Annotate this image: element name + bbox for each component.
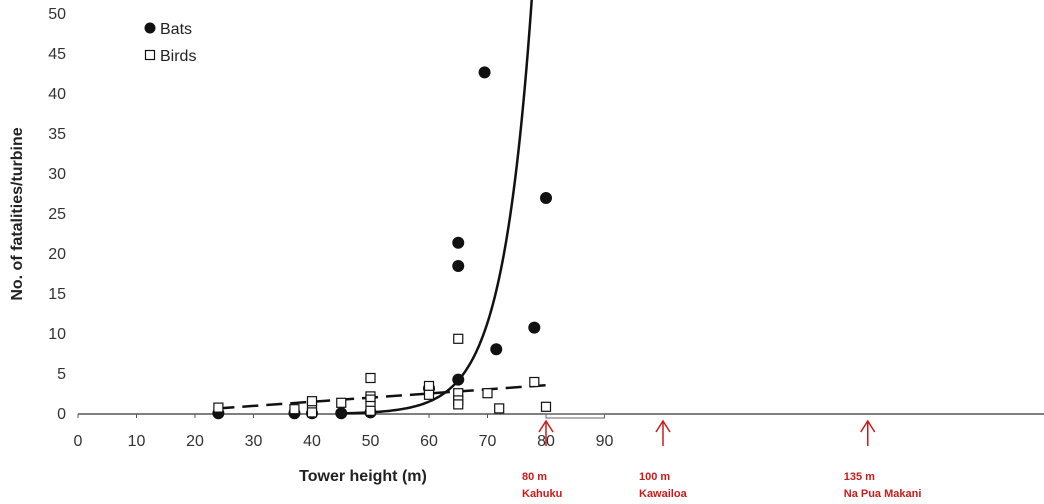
x-tick-label: 40 [303,433,321,450]
y-tick-label: 45 [48,46,66,63]
y-tick-label: 30 [48,166,66,183]
bird-point [423,389,435,400]
x-tick-label: 20 [186,433,204,450]
bird-point [529,376,540,388]
legend-label: Bats [160,21,192,38]
y-tick-label: 10 [48,326,66,343]
bat-point [452,260,465,272]
bat-point [528,321,541,334]
bat-point [452,236,465,249]
bird-point [494,403,505,414]
x-tick-label: 60 [420,433,438,450]
bird-point [306,407,318,418]
bird-point [289,404,300,415]
annotation-site: Na Pua Makani [844,488,922,500]
x-tick-label: 10 [128,433,146,450]
x-tick-label: 90 [596,433,614,450]
bat-point [490,343,503,356]
bat-point [540,192,552,204]
y-tick-label: 15 [48,286,66,303]
bat-point [335,407,348,420]
annotation-site: Kahuku [522,488,562,500]
data-points [212,66,552,420]
bird-point [453,333,464,344]
y-axis-title: No. of fatalities/turbine [9,127,26,300]
annotation-arrow-head [655,419,671,433]
annotation-height: 100 m [639,471,670,483]
annotation-height: 80 m [522,471,547,483]
axis-end-box [545,413,605,419]
x-axis-title: Tower height (m) [299,468,427,485]
y-tick-label: 0 [57,406,66,423]
y-tick-label: 5 [57,366,66,383]
annotation-arrow-head [860,419,876,433]
fit-curve-bats [341,0,533,415]
y-tick-label: 35 [48,126,66,143]
x-tick-label: 30 [245,433,263,450]
y-tick-label: 40 [48,86,66,103]
bird-point [540,401,552,412]
legend: Bats Birds [144,21,196,65]
bird-point [365,372,376,384]
bird-point [423,380,435,392]
annotation-arrow-head [538,419,554,433]
y-tick-label: 50 [48,6,66,23]
legend-marker-bats [144,22,156,34]
bird-point [482,388,493,399]
y-tick-label: 20 [48,246,66,263]
x-tick-label: 50 [362,433,380,450]
bird-point [365,405,376,416]
bat-point [452,373,465,386]
x-tick-label: 70 [479,433,497,450]
bird-point [453,399,464,410]
bird-point [213,402,224,413]
bird-point [336,397,347,408]
bat-point [478,66,491,79]
annotation-height: 135 m [844,471,875,483]
tower-annotations: 80 m Kahuku 100 m Kawailoa 135 m Na Pua Makan… [522,419,922,500]
x-tick-label: 0 [74,433,83,450]
bird-point [306,396,318,407]
legend-marker-birds [144,49,156,61]
legend-label: Birds [160,48,196,65]
annotation-site: Kawailoa [639,488,688,500]
y-tick-label: 25 [48,206,66,223]
